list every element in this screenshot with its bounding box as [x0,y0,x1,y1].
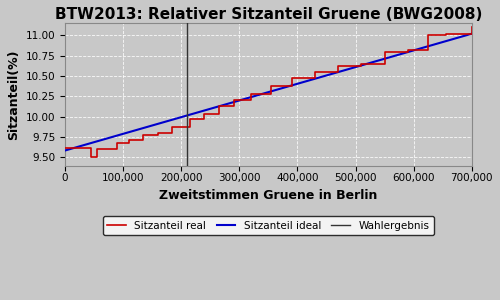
Y-axis label: Sitzanteil(%): Sitzanteil(%) [7,49,20,140]
X-axis label: Zweitstimmen Gruene in Berlin: Zweitstimmen Gruene in Berlin [159,189,378,202]
Title: BTW2013: Relativer Sitzanteil Gruene (BWG2008): BTW2013: Relativer Sitzanteil Gruene (BW… [54,7,482,22]
Legend: Sitzanteil real, Sitzanteil ideal, Wahlergebnis: Sitzanteil real, Sitzanteil ideal, Wahle… [103,216,434,235]
